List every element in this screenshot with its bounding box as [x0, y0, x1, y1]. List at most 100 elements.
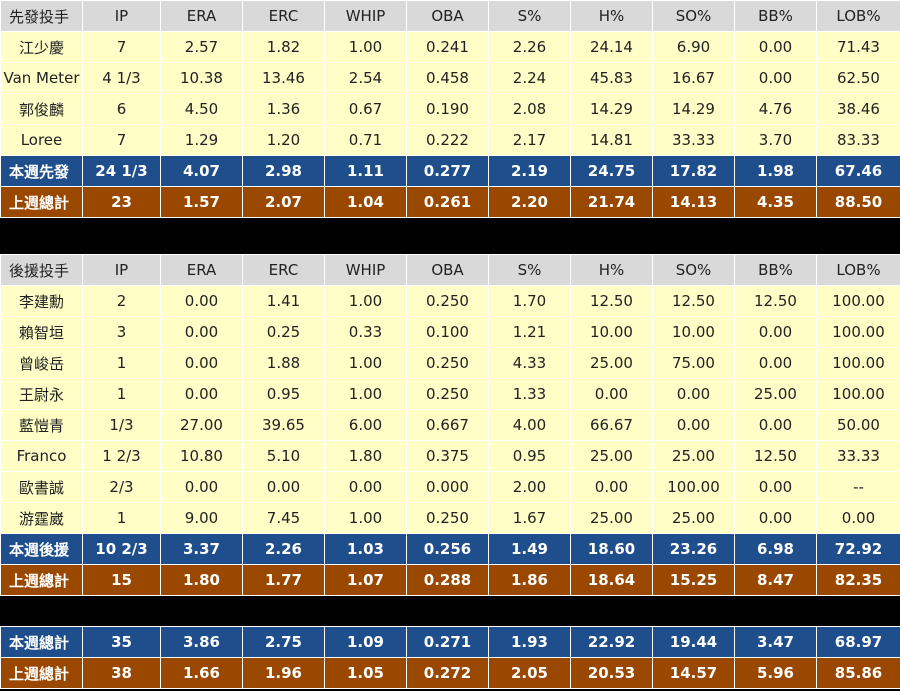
column-header: IP	[82, 254, 161, 286]
column-header: WHIP	[324, 254, 407, 286]
column-header: SO%	[652, 254, 735, 286]
stat-cell: 1.00	[324, 31, 407, 63]
table-row: Loree 7 1.29 1.20 0.71 0.222 2.17 14.81 33.33 3.7…	[0, 124, 900, 156]
stat-cell: 1.80	[324, 440, 407, 472]
stat-cell: 25.00	[652, 440, 735, 472]
stat-cell: 0.667	[406, 409, 489, 441]
stat-cell: 1.09	[324, 626, 407, 658]
stat-cell: 2.98	[242, 155, 325, 187]
stat-cell: 1.98	[734, 155, 817, 187]
stat-cell: 20.53	[570, 657, 653, 689]
stat-cell: 0.00	[734, 31, 817, 63]
stat-cell: 25.00	[570, 347, 653, 379]
pitcher-name: 江少慶	[0, 31, 83, 63]
stat-cell: 6	[82, 93, 161, 125]
stat-cell: 1.80	[160, 564, 243, 596]
pitcher-name: Franco	[0, 440, 83, 472]
stat-cell: 2.26	[242, 533, 325, 565]
stat-cell: 0.00	[324, 471, 407, 503]
stat-cell: 2.19	[488, 155, 571, 187]
stat-cell: 4.00	[488, 409, 571, 441]
stat-cell: 1.00	[324, 285, 407, 317]
stat-cell: 2.54	[324, 62, 407, 94]
stat-cell: 1.00	[324, 378, 407, 410]
pitcher-name: 上週總計	[0, 186, 83, 218]
stat-cell: 0.250	[406, 285, 489, 317]
stat-cell: 50.00	[816, 409, 900, 441]
stat-cell: 6.00	[324, 409, 407, 441]
stat-cell: 1.49	[488, 533, 571, 565]
stat-cell: 12.50	[734, 285, 817, 317]
pitcher-name: 李建勳	[0, 285, 83, 317]
stat-cell: 0.00	[734, 502, 817, 534]
stat-cell: 6.90	[652, 31, 735, 63]
stat-cell: 2.17	[488, 124, 571, 156]
pitcher-name: 藍愷青	[0, 409, 83, 441]
relievers-table: 後援投手 IP ERA ERC WHIP OBA S% H% SO% BB% LOB% 李建勳 2 0.0…	[0, 254, 900, 596]
stat-cell: 0.250	[406, 347, 489, 379]
stat-cell: 3	[82, 316, 161, 348]
stat-cell: 1.82	[242, 31, 325, 63]
pitcher-name: 歐書誠	[0, 471, 83, 503]
stat-cell: 4.76	[734, 93, 817, 125]
stat-cell: 14.57	[652, 657, 735, 689]
stat-cell: 0.95	[242, 378, 325, 410]
stat-cell: 71.43	[816, 31, 900, 63]
column-header: OBA	[406, 254, 489, 286]
pitcher-name: Loree	[0, 124, 83, 156]
stat-cell: 45.83	[570, 62, 653, 94]
stat-cell: 82.35	[816, 564, 900, 596]
column-header: ERC	[242, 254, 325, 286]
stat-cell: 2.20	[488, 186, 571, 218]
table-row: 李建勳 2 0.00 1.41 1.00 0.250 1.70 12.50 12.50 12.50…	[0, 285, 900, 317]
section-divider	[0, 224, 900, 254]
pitcher-name: 曾峻岳	[0, 347, 83, 379]
stat-cell: 0.00	[734, 471, 817, 503]
stat-cell: 14.81	[570, 124, 653, 156]
stat-cell: 27.00	[160, 409, 243, 441]
stat-cell: 10.00	[570, 316, 653, 348]
stat-cell: 13.46	[242, 62, 325, 94]
stat-cell: 1.70	[488, 285, 571, 317]
column-header: ERC	[242, 0, 325, 32]
stat-cell: 100.00	[816, 378, 900, 410]
stat-cell: 4 1/3	[82, 62, 161, 94]
pitcher-name: 上週總計	[0, 564, 83, 596]
stat-cell: 4.33	[488, 347, 571, 379]
column-header: BB%	[734, 254, 817, 286]
stat-cell: 3.70	[734, 124, 817, 156]
stat-cell: 100.00	[816, 347, 900, 379]
stat-cell: 16.67	[652, 62, 735, 94]
stat-cell: 12.50	[734, 440, 817, 472]
stat-cell: 24 1/3	[82, 155, 161, 187]
stat-cell: 2.00	[488, 471, 571, 503]
table-row: 郭俊麟 6 4.50 1.36 0.67 0.190 2.08 14.29 14.29 4.76 3…	[0, 93, 900, 125]
table-row: 藍愷青 1/3 27.00 39.65 6.00 0.667 4.00 66.67 0.00 0.…	[0, 409, 900, 441]
stat-cell: 22.92	[570, 626, 653, 658]
stat-cell: 0.241	[406, 31, 489, 63]
stat-cell: 0.000	[406, 471, 489, 503]
stat-cell: 1.77	[242, 564, 325, 596]
section-divider	[0, 596, 900, 626]
stat-cell: 19.44	[652, 626, 735, 658]
stat-cell: 2.05	[488, 657, 571, 689]
stat-cell: 1.33	[488, 378, 571, 410]
stat-cell: 2.07	[242, 186, 325, 218]
stat-cell: 1.36	[242, 93, 325, 125]
stat-cell: 0.256	[406, 533, 489, 565]
pitcher-name: 賴智垣	[0, 316, 83, 348]
stat-cell: 0.67	[324, 93, 407, 125]
stat-cell: 0.271	[406, 626, 489, 658]
stat-cell: 7.45	[242, 502, 325, 534]
table-row: 王尉永 1 0.00 0.95 1.00 0.250 1.33 0.00 0.00 25.00 10…	[0, 378, 900, 410]
column-header: WHIP	[324, 0, 407, 32]
stat-cell: 4.35	[734, 186, 817, 218]
stat-cell: 0.33	[324, 316, 407, 348]
table-row: 江少慶 7 2.57 1.82 1.00 0.241 2.26 24.14 6.90 0.00 71…	[0, 31, 900, 63]
stat-cell: 23	[82, 186, 161, 218]
stat-cell: 100.00	[816, 285, 900, 317]
stat-cell: 0.00	[816, 502, 900, 534]
pitcher-name: 本週先發	[0, 155, 83, 187]
column-header: H%	[570, 0, 653, 32]
stat-cell: 0.00	[734, 316, 817, 348]
